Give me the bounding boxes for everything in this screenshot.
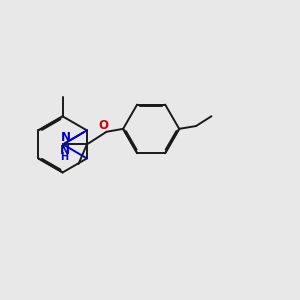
Text: H: H: [61, 152, 69, 162]
Text: N: N: [61, 131, 71, 144]
Text: N: N: [60, 144, 70, 157]
Text: O: O: [98, 119, 108, 132]
